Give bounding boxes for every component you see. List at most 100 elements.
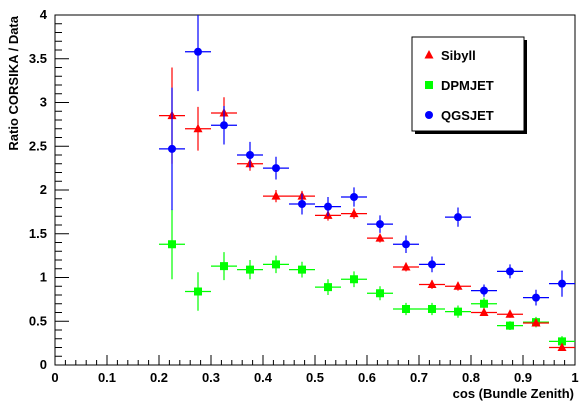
circle-marker	[324, 202, 332, 211]
data-point-sibyll	[393, 262, 419, 272]
data-point-qgsjet	[471, 284, 497, 297]
triangle-marker	[557, 342, 567, 351]
data-point-sibyll	[523, 318, 549, 327]
legend-label-sibyll: Sibyll	[441, 48, 476, 63]
x-tick-label: 0.5	[306, 370, 324, 385]
x-tick-label: 0.9	[514, 370, 532, 385]
legend-items: Sibyll DPMJET QGSJET	[424, 48, 494, 123]
data-point-sibyll	[497, 309, 523, 318]
circle-marker	[246, 151, 254, 159]
circle-marker	[558, 279, 566, 288]
data-point-sibyll	[471, 307, 497, 316]
circle-marker	[428, 260, 436, 269]
legend-label-qgsjet: QGSJET	[441, 108, 494, 123]
square-marker	[298, 265, 306, 274]
series-qgsjet	[159, 15, 575, 306]
data-point-dpmjet	[497, 321, 523, 330]
data-point-dpmjet	[211, 252, 237, 281]
square-marker	[376, 289, 384, 298]
data-point-sibyll	[445, 281, 471, 291]
x-tick-label: 0.8	[462, 370, 480, 385]
square-marker	[246, 265, 254, 274]
data-point-qgsjet	[497, 264, 523, 279]
legend-item-qgsjet: QGSJET	[425, 108, 494, 123]
data-point-dpmjet	[263, 255, 289, 274]
data-point-qgsjet	[185, 15, 211, 92]
legend-label-dpmjet: DPMJET	[441, 78, 494, 93]
x-tick-label: 0.3	[202, 370, 220, 385]
square-marker	[428, 305, 436, 313]
square-marker	[480, 299, 488, 308]
triangle-marker	[505, 309, 515, 318]
data-point-qgsjet	[393, 235, 419, 253]
data-point-qgsjet	[315, 197, 341, 217]
data-point-dpmjet	[419, 302, 445, 316]
legend-square-marker	[425, 81, 433, 89]
square-marker	[454, 307, 462, 316]
data-point-qgsjet	[237, 141, 263, 169]
y-tick-label: 3.5	[29, 51, 47, 66]
y-tick-label: 3	[40, 95, 47, 110]
circle-marker	[168, 144, 176, 153]
triangle-marker	[401, 262, 411, 271]
square-marker	[324, 283, 332, 292]
data-point-dpmjet	[341, 271, 367, 288]
legend-circle-marker	[425, 111, 433, 119]
x-tick-label: 0.1	[98, 370, 116, 385]
circle-marker	[480, 286, 488, 295]
circle-marker	[454, 213, 462, 222]
triangle-marker	[271, 191, 281, 200]
data-point-qgsjet	[341, 187, 367, 207]
legend-shadow-bottom	[415, 131, 527, 134]
x-tick-label: 0.2	[150, 370, 168, 385]
data-point-qgsjet	[419, 256, 445, 273]
data-point-dpmjet	[237, 260, 263, 280]
square-marker	[350, 275, 358, 284]
circle-marker	[272, 164, 280, 173]
square-marker	[220, 262, 228, 271]
data-point-qgsjet	[159, 87, 185, 211]
circle-marker	[220, 121, 228, 130]
data-point-sibyll	[185, 106, 211, 151]
data-point-qgsjet	[523, 289, 549, 306]
circle-marker	[350, 193, 358, 201]
data-point-qgsjet	[445, 207, 471, 227]
data-point-sibyll	[341, 208, 367, 219]
triangle-marker	[349, 208, 359, 218]
circle-marker	[402, 240, 410, 249]
circle-marker	[532, 293, 540, 302]
triangle-marker	[531, 318, 541, 327]
y-tick-label: 4	[40, 7, 48, 22]
data-point-qgsjet	[263, 156, 289, 180]
square-marker	[402, 305, 410, 313]
circle-marker	[376, 220, 384, 229]
data-point-qgsjet	[289, 193, 315, 215]
data-point-sibyll	[419, 279, 445, 289]
data-point-dpmjet	[315, 279, 341, 295]
y-tick-label: 2.5	[29, 138, 47, 153]
triangle-marker	[479, 307, 489, 316]
data-point-dpmjet	[159, 209, 185, 280]
data-point-qgsjet	[211, 106, 237, 145]
legend-item-sibyll: Sibyll	[424, 48, 476, 63]
x-tick-label: 0	[51, 370, 58, 385]
legend-item-dpmjet: DPMJET	[425, 78, 494, 93]
y-tick-label: 1.5	[29, 226, 47, 241]
triangle-marker	[375, 233, 385, 242]
data-point-dpmjet	[445, 305, 471, 318]
square-marker	[506, 321, 514, 330]
square-marker	[558, 337, 566, 346]
y-axis-ticks: 0 0.5 1 1.5 2 2.5 3 3.5 4	[29, 7, 69, 372]
circle-marker	[298, 200, 306, 208]
y-axis-title: Ratio CORSIKA / Data	[6, 15, 21, 150]
x-axis-title: cos (Bundle Zenith)	[453, 386, 574, 401]
y-tick-label: 0	[40, 357, 47, 372]
circle-marker	[506, 267, 514, 276]
data-point-qgsjet	[367, 215, 393, 233]
data-point-sibyll	[549, 342, 575, 351]
circle-marker	[194, 47, 202, 56]
data-point-dpmjet	[393, 302, 419, 316]
square-marker	[194, 287, 202, 296]
